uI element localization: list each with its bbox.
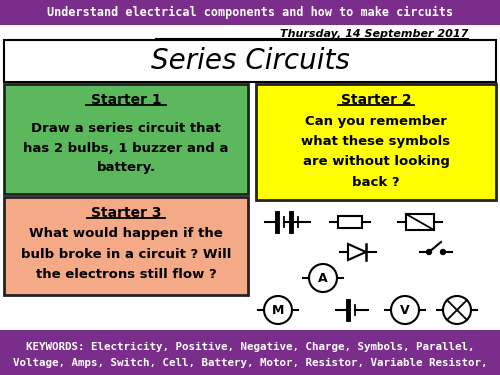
FancyBboxPatch shape: [406, 214, 434, 230]
Text: Can you remember
what these symbols
are without looking
back ?: Can you remember what these symbols are …: [302, 116, 450, 189]
Text: Starter 3: Starter 3: [91, 206, 161, 220]
Text: What would happen if the
bulb broke in a circuit ? Will
the electrons still flow: What would happen if the bulb broke in a…: [21, 228, 231, 280]
FancyBboxPatch shape: [256, 84, 496, 200]
Text: Voltage, Amps, Switch, Cell, Battery, Motor, Resistor, Variable Resistor,: Voltage, Amps, Switch, Cell, Battery, Mo…: [13, 358, 487, 368]
Text: V: V: [400, 303, 410, 316]
Circle shape: [443, 296, 471, 324]
FancyBboxPatch shape: [0, 330, 500, 375]
Text: A: A: [318, 272, 328, 285]
FancyBboxPatch shape: [4, 40, 496, 82]
Text: Starter 2: Starter 2: [340, 93, 411, 107]
FancyBboxPatch shape: [338, 216, 362, 228]
Circle shape: [264, 296, 292, 324]
Text: Understand electrical components and how to make circuits: Understand electrical components and how…: [47, 6, 453, 19]
Text: Starter 1: Starter 1: [90, 93, 162, 107]
Text: M: M: [272, 303, 284, 316]
Circle shape: [440, 249, 446, 255]
FancyBboxPatch shape: [4, 84, 248, 194]
Text: KEYWORDS: Electricity, Positive, Negative, Charge, Symbols, Parallel,: KEYWORDS: Electricity, Positive, Negativ…: [26, 342, 474, 352]
FancyBboxPatch shape: [4, 197, 248, 295]
Text: Draw a series circuit that
has 2 bulbs, 1 buzzer and a
battery.: Draw a series circuit that has 2 bulbs, …: [24, 122, 229, 174]
Circle shape: [309, 264, 337, 292]
Circle shape: [426, 249, 432, 255]
FancyBboxPatch shape: [0, 0, 500, 25]
Circle shape: [391, 296, 419, 324]
Text: Thursday, 14 September 2017: Thursday, 14 September 2017: [280, 29, 468, 39]
Text: Series Circuits: Series Circuits: [150, 47, 350, 75]
